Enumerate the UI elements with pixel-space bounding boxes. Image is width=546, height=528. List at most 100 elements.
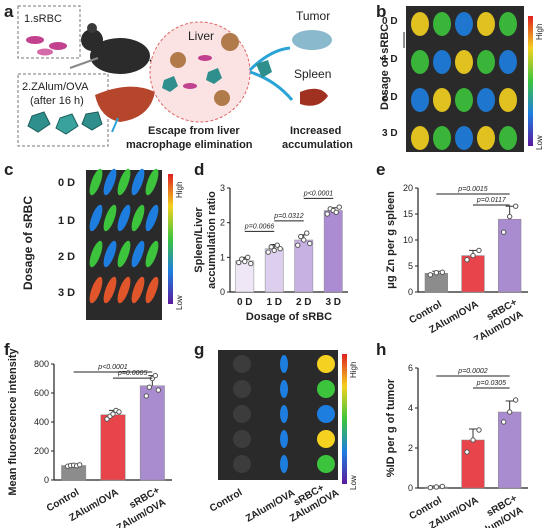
spleen-image xyxy=(103,204,117,232)
y-tick-label: 5 xyxy=(408,261,413,271)
y-axis-label: μg Zn per g spleen xyxy=(385,191,397,289)
y-tick-label: 3 xyxy=(220,183,225,193)
imaging-c: Dosage of sRBC 0 D 1 D 2 D 3 D High Low xyxy=(21,168,184,320)
p-value-label: p<0.0001 xyxy=(303,190,333,197)
organ-image xyxy=(477,88,495,112)
x-tick-label: 0 D xyxy=(237,297,253,308)
data-point xyxy=(307,240,313,247)
data-point xyxy=(236,259,242,266)
data-point xyxy=(506,409,513,415)
row-label: 0 D xyxy=(382,16,398,27)
organ-image xyxy=(455,12,473,36)
data-point xyxy=(464,449,470,455)
x-tick-label: 2 D xyxy=(296,297,312,308)
colorbar-low: Low xyxy=(175,295,184,310)
rbc-cell xyxy=(198,55,212,61)
data-point xyxy=(439,483,446,490)
y-axis-label: Spleen/Liver xyxy=(193,207,205,273)
p-value-label: p=0.0305 xyxy=(476,380,506,387)
y-tick-label: 0 xyxy=(44,475,49,485)
spleen-image xyxy=(103,240,117,268)
colorbar xyxy=(342,354,347,484)
tumor-label: Tumor xyxy=(296,9,330,23)
kupffer-cell xyxy=(170,52,186,68)
data-point xyxy=(304,230,310,236)
spleen-image xyxy=(117,240,131,268)
y-tick-label: 600 xyxy=(34,388,49,398)
data-point xyxy=(324,211,330,217)
syringe xyxy=(69,57,99,69)
colorbar-high: High xyxy=(175,182,184,198)
liver-label: Liver xyxy=(188,29,214,43)
zalum-particle xyxy=(256,60,272,78)
rbc-cell xyxy=(26,36,44,44)
data-point xyxy=(76,462,83,468)
data-point xyxy=(433,270,440,276)
y-tick-label: 2 xyxy=(408,443,413,453)
tumor-image xyxy=(280,430,288,448)
spleen-image xyxy=(103,168,117,196)
organ-image xyxy=(433,126,451,150)
row-label: 3 D xyxy=(382,128,398,139)
colorbar-high: High xyxy=(349,362,358,378)
row-label: 2 D xyxy=(58,251,75,263)
y-tick-label: 20 xyxy=(403,183,413,193)
panel-label-b: b xyxy=(376,2,387,21)
tumor-image xyxy=(317,405,335,423)
tumor-image xyxy=(280,380,288,398)
tumor-image xyxy=(233,380,251,398)
tumor-image xyxy=(233,405,251,423)
x-tick-label: 1 D xyxy=(266,297,282,308)
arrow xyxy=(249,70,294,101)
kupffer-cell xyxy=(214,90,230,106)
p-value-label: p=0.0312 xyxy=(273,213,303,220)
y-tick-label: 15 xyxy=(403,209,413,219)
y-tick-label: 0 xyxy=(220,287,225,297)
step2-text: 2.ZAlum/OVA xyxy=(22,81,89,93)
data-point xyxy=(143,393,150,399)
step1-text: 1.sRBC xyxy=(24,13,62,25)
mouse-ear xyxy=(87,23,97,33)
colorbar-high: High xyxy=(535,24,544,40)
bar xyxy=(498,218,522,293)
organ-image xyxy=(411,50,429,74)
p-value-label: p=0.0002 xyxy=(457,368,487,375)
organ-image xyxy=(433,12,451,36)
imaging-b-ylabel: Dosage of sRBC xyxy=(379,24,391,110)
p-value-label: p=0.0005 xyxy=(117,370,147,377)
organ-image xyxy=(433,50,451,74)
colorbar-low: Low xyxy=(349,475,358,490)
column-label: Control xyxy=(208,487,244,514)
spleen-image xyxy=(131,204,145,232)
liver-organ xyxy=(95,86,155,122)
data-point xyxy=(476,427,482,433)
row-label: 1 D xyxy=(58,215,75,227)
y-axis-label: accumulation ratio xyxy=(206,191,218,289)
data-point xyxy=(470,437,476,443)
row-label: 0 D xyxy=(58,177,75,189)
data-point xyxy=(271,247,277,254)
bar xyxy=(100,414,126,481)
rbc-cell xyxy=(49,42,67,50)
organ-image xyxy=(455,88,473,112)
y-tick-label: 800 xyxy=(34,359,49,369)
colorbar-low: Low xyxy=(535,135,544,150)
spleen-image xyxy=(89,240,103,268)
schematic-diagram: 1.sRBC 2.ZAlum/OVA (after 16 h) Liver Tu… xyxy=(17,5,353,151)
data-point xyxy=(427,272,434,278)
rbc-cell xyxy=(183,83,197,89)
y-tick-label: 4 xyxy=(408,403,413,413)
rbc-cell xyxy=(37,48,53,56)
kupffer-cell xyxy=(221,33,239,51)
spleen-image xyxy=(117,204,131,232)
tumor-image xyxy=(280,455,288,473)
spleen-image xyxy=(131,276,145,304)
spleen-image xyxy=(145,240,159,268)
spleen-image xyxy=(145,168,159,196)
column-label: ZAlum/OVA xyxy=(244,488,297,525)
data-point xyxy=(116,409,122,415)
x-tick-label: 3 D xyxy=(325,297,341,308)
panel-label-e: e xyxy=(376,160,386,179)
